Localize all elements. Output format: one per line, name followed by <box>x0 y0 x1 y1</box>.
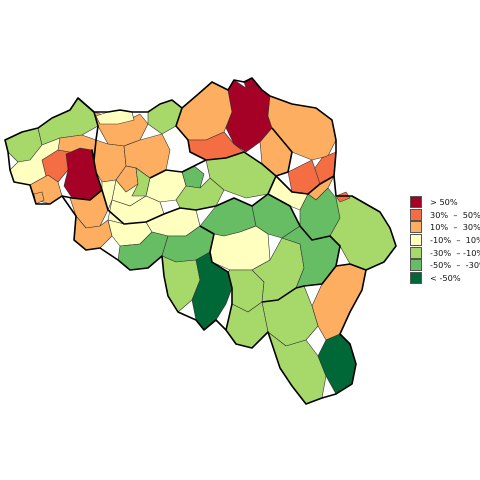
province-border-hainaut-namur <box>199 225 233 331</box>
region-tienen <box>115 165 139 193</box>
map-legend: > 50% 30% – 50% 10% – 30% -10% – 10% -30% – … <box>410 196 480 285</box>
legend-label: -30% – -10% <box>430 247 480 258</box>
region-asse <box>131 167 151 197</box>
legend-label: 10% – 30% <box>430 222 480 233</box>
legend-label: 30% – 50% <box>430 209 480 220</box>
legend-swatch <box>410 196 422 209</box>
legend-item: < -50% <box>410 271 476 285</box>
region-aubel <box>335 191 351 203</box>
legend-swatch <box>410 221 422 234</box>
legend-swatch <box>410 259 422 272</box>
legend-swatch <box>410 271 422 284</box>
legend-label: -50% – -30% <box>430 260 480 271</box>
province-border-west-east-flanders <box>77 97 103 191</box>
legend-item: 30% – 50% <box>410 208 480 222</box>
province-border-antwerp-limburg <box>271 127 293 177</box>
country-border <box>4 77 397 405</box>
legend-item: -50% – -30% <box>410 259 480 272</box>
province-border-namur-liege <box>267 193 341 267</box>
legend-swatch <box>410 208 422 221</box>
region-antwerp-west <box>175 81 233 141</box>
province-border-luxembourg <box>261 263 367 303</box>
legend-item: -10% – 10% <box>410 234 480 247</box>
legend-item: 10% – 30% <box>410 221 480 234</box>
legend-item: > 50% <box>410 196 476 209</box>
legend-swatch <box>410 234 422 247</box>
province-border-east-flanders-antwerp <box>175 107 207 161</box>
region-st-niklaas <box>147 99 183 135</box>
province-border-brabant <box>149 151 277 179</box>
legend-label: -10% – 10% <box>430 234 480 245</box>
legend-item: -30% – -10% <box>410 246 480 259</box>
legend-label: < -50% <box>430 272 461 283</box>
legend-label: > 50% <box>430 197 458 208</box>
legend-swatch <box>410 246 422 259</box>
